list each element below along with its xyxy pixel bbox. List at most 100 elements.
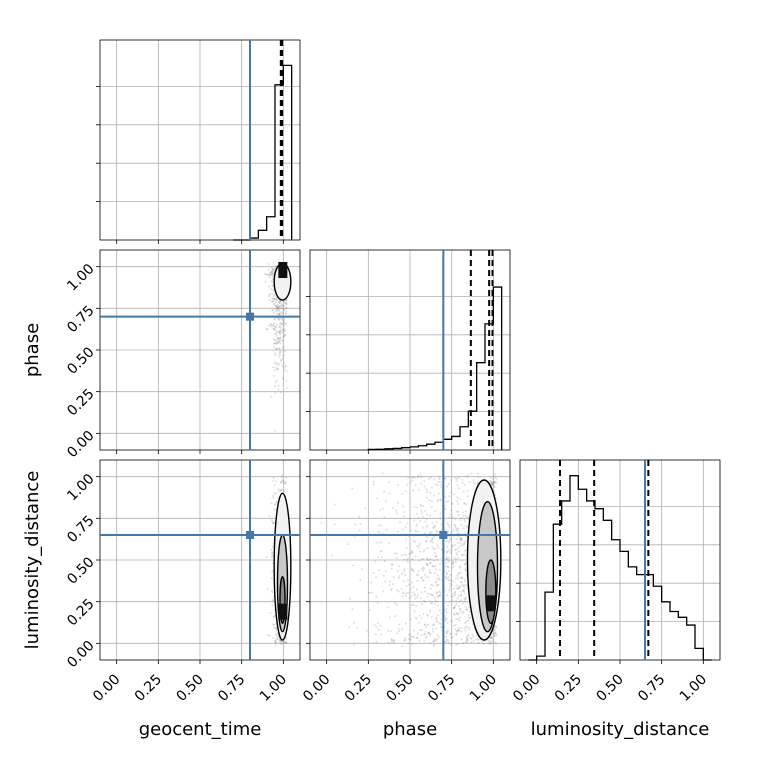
scatter-point (465, 620, 468, 623)
scatter-point (410, 595, 413, 598)
scatter-point (435, 521, 438, 524)
scatter-point (494, 626, 497, 629)
scatter-point (422, 566, 425, 569)
scatter-point (456, 574, 459, 577)
scatter-point (467, 634, 470, 637)
scatter-point (403, 639, 406, 642)
scatter-point (457, 643, 460, 646)
scatter-point (438, 477, 441, 480)
scatter-point (429, 514, 432, 517)
scatter-point (281, 377, 284, 380)
scatter-point (457, 587, 460, 590)
scatter-point (494, 643, 497, 646)
scatter-point (461, 544, 464, 547)
scatter-point (284, 333, 287, 336)
scatter-point (463, 525, 466, 528)
scatter-point (466, 495, 469, 498)
scatter-point (437, 481, 440, 484)
scatter-point (279, 642, 282, 645)
scatter-point (434, 552, 437, 555)
scatter-point (273, 492, 276, 495)
scatter-point (458, 537, 461, 540)
scatter-point (424, 509, 427, 512)
scatter-point (464, 629, 467, 632)
scatter-point (398, 623, 401, 626)
scatter-point (457, 487, 460, 490)
scatter-point (413, 477, 416, 480)
scatter-point (445, 557, 448, 560)
scatter-point (270, 518, 273, 521)
scatter-point (407, 642, 410, 645)
scatter-point (408, 633, 411, 636)
scatter-point (495, 625, 498, 628)
scatter-point (414, 529, 417, 532)
scatter-point (272, 289, 275, 292)
scatter-point (412, 476, 415, 479)
scatter-point (445, 500, 448, 503)
scatter-point (434, 547, 437, 550)
scatter-point (396, 588, 399, 591)
scatter-point (391, 563, 394, 566)
scatter-point (272, 599, 275, 602)
density-peak (278, 262, 288, 278)
scatter-point (278, 332, 281, 335)
scatter-point (409, 481, 412, 484)
scatter-point (278, 301, 281, 304)
scatter-point (283, 365, 286, 368)
scatter-point (431, 584, 434, 587)
truth-marker (439, 531, 448, 539)
scatter-point (493, 629, 496, 632)
scatter-point (274, 362, 277, 365)
scatter-point (281, 328, 284, 331)
scatter-point (448, 588, 451, 591)
scatter-point (284, 642, 287, 645)
scatter-point (460, 594, 463, 597)
scatter-point (282, 479, 285, 482)
scatter-point (406, 592, 409, 595)
scatter-point (278, 353, 281, 356)
scatter-point (447, 499, 450, 502)
scatter-point (423, 639, 426, 642)
scatter-point (278, 325, 281, 328)
scatter-point (284, 641, 287, 644)
scatter-point (452, 561, 455, 564)
scatter-point (451, 563, 454, 566)
scatter-point (447, 576, 450, 579)
scatter-point (489, 481, 492, 484)
scatter-point (459, 571, 462, 574)
scatter-point (412, 635, 415, 638)
scatter-point (423, 586, 426, 589)
scatter-point (276, 347, 279, 350)
scatter-point (273, 302, 276, 305)
scatter-point (410, 551, 413, 554)
scatter-point (464, 563, 467, 566)
scatter-point (434, 510, 437, 513)
scatter-point (275, 304, 278, 307)
scatter-point (270, 266, 273, 269)
scatter-point (347, 543, 350, 546)
scatter-point (429, 562, 432, 565)
scatter-point (278, 306, 281, 309)
scatter-point (408, 591, 411, 594)
scatter-point (271, 551, 274, 554)
y-tick-label: 1.00 (64, 261, 97, 294)
scatter-point (271, 520, 274, 523)
scatter-point (270, 548, 273, 551)
scatter-point (462, 584, 465, 587)
scatter-point (421, 602, 424, 605)
scatter-point (401, 572, 404, 575)
scatter-point (463, 483, 466, 486)
scatter-point (455, 527, 458, 530)
scatter-point (426, 513, 429, 516)
scatter-point (276, 342, 279, 345)
scatter-point (431, 624, 434, 627)
scatter-point (445, 611, 448, 614)
scatter-point (274, 641, 277, 644)
scatter-point (273, 369, 276, 372)
scatter-point (464, 510, 467, 513)
scatter-point (281, 318, 284, 321)
scatter-point (448, 482, 451, 485)
scatter-point (460, 576, 463, 579)
scatter-point (273, 304, 276, 307)
scatter-point (419, 520, 422, 523)
